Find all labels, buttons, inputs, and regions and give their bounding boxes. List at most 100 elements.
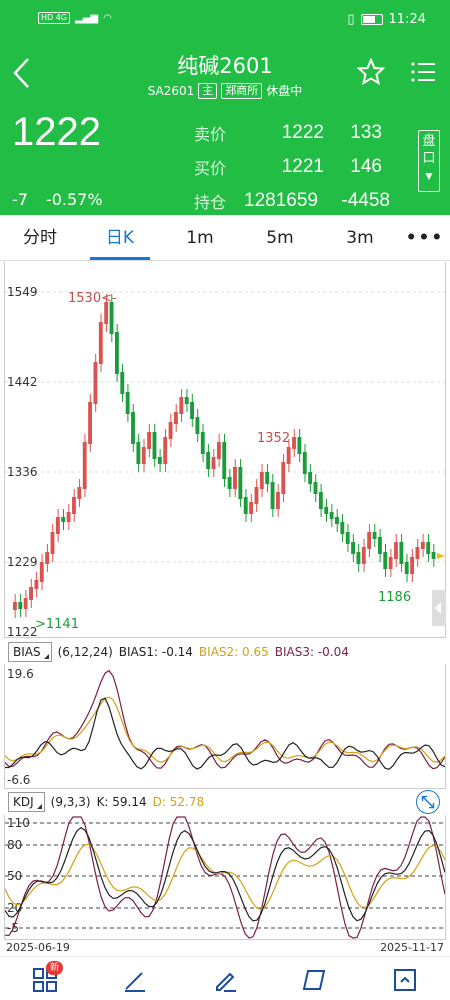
candle-body <box>109 302 114 334</box>
candle-body <box>98 322 103 364</box>
more-tabs-button[interactable]: ••• <box>405 228 445 248</box>
chevron-down-icon: ▼ <box>425 172 433 182</box>
candle-body <box>265 472 270 484</box>
open-interest-value: 1281659 <box>244 190 318 211</box>
status-left: HD 4G ▂▄▆ ◠ <box>38 12 112 24</box>
candle-body <box>431 552 436 559</box>
kline-y-label-5: 1122 <box>7 625 38 638</box>
quote-table: 卖价 1222 133 买价 1221 146 持仓 1281659 -4458 <box>194 116 390 218</box>
expand-icon[interactable] <box>416 790 440 814</box>
candle-body <box>377 537 382 554</box>
candle-body <box>168 422 173 439</box>
candle-body <box>77 487 82 499</box>
candle-body <box>340 522 345 534</box>
candle-body <box>72 497 76 514</box>
side-drawer-handle[interactable] <box>432 590 446 626</box>
tab-3m[interactable]: 3m <box>346 228 374 248</box>
tab-timeshare[interactable]: 分时 <box>23 228 57 248</box>
trade-icon[interactable] <box>302 967 328 993</box>
candle-body <box>157 457 162 464</box>
bias-selector[interactable]: BIAS <box>8 642 52 662</box>
candle-body <box>275 492 280 509</box>
status-right: ▯ 11:24 <box>347 12 426 27</box>
signal-icon: ▂▄▆ <box>75 12 99 24</box>
kline-y-label-4: 1229 <box>7 555 38 569</box>
candle-body <box>174 412 178 424</box>
sell-row: 卖价 1222 133 <box>194 116 390 150</box>
buy-label: 买价 <box>194 159 227 178</box>
buy-row: 买价 1221 146 <box>194 150 390 184</box>
order-book-button[interactable]: 盘口 ▼ <box>418 130 440 192</box>
candle-body <box>190 402 194 419</box>
k-value: K: 59.14 <box>96 795 147 809</box>
kdj-selector[interactable]: KDJ <box>8 792 45 812</box>
date-axis: 2025-06-19 2025-11-17 <box>6 941 444 954</box>
bottom-toolbar: 新 <box>0 956 450 1000</box>
sell-volume: 133 <box>350 122 382 143</box>
share-icon[interactable] <box>392 967 418 993</box>
star-icon[interactable] <box>357 58 385 86</box>
candle-body <box>313 482 318 494</box>
candle-body <box>184 397 189 404</box>
bias3-line <box>5 669 445 770</box>
candle-body <box>238 467 243 499</box>
back-icon[interactable] <box>10 56 36 90</box>
candle-body <box>88 402 93 444</box>
order-book-label: 盘口 <box>422 134 436 166</box>
candle-body <box>45 552 50 564</box>
candle-body <box>361 547 366 564</box>
tab-daily-k[interactable]: 日K <box>80 215 160 260</box>
candle-body <box>55 517 60 534</box>
candle-body <box>243 497 248 514</box>
kdj-y-label-3: 50 <box>7 869 22 883</box>
tab-1m[interactable]: 1m <box>186 228 214 248</box>
bias2-line <box>5 696 445 763</box>
apps-icon[interactable]: 新 <box>32 961 64 993</box>
status-time: 11:24 <box>388 12 426 27</box>
candle-body <box>114 332 119 374</box>
candle-body <box>141 447 146 464</box>
candle-body <box>270 482 275 509</box>
bias-y-top: 19.6 <box>7 667 34 681</box>
sell-label: 卖价 <box>194 125 227 144</box>
candle-body <box>318 492 323 509</box>
new-badge: 新 <box>46 961 64 975</box>
candle-body <box>93 362 98 404</box>
kline-chart[interactable]: 1549 1442 1336 1229 1122 1530<- >1141 13… <box>4 262 446 638</box>
candle-body <box>259 472 264 489</box>
price-change: -7 -0.57% <box>12 190 103 209</box>
bias-chart[interactable]: 19.6 -6.6 <box>4 664 446 789</box>
candle-body <box>420 542 425 549</box>
kdj-header: KDJ (9,3,3) K: 59.14 D: 52.78 <box>4 790 446 814</box>
candle-body <box>249 502 254 514</box>
candle-body <box>254 487 259 504</box>
candle-body <box>18 602 23 609</box>
candle-body <box>329 512 334 519</box>
menu-icon[interactable] <box>410 60 436 84</box>
candle-body <box>383 552 388 569</box>
candle-body <box>200 432 205 454</box>
bias-header: BIAS (6,12,24) BIAS1: -0.14 BIAS2: 0.65 … <box>4 641 446 663</box>
high-annotation: 1530<- <box>68 291 117 306</box>
exchange-tag: 郑商所 <box>221 82 263 99</box>
candle-body <box>104 302 109 324</box>
contract-code: SA2601 <box>147 83 195 98</box>
draw-icon[interactable] <box>122 967 148 993</box>
open-interest-row: 持仓 1281659 -4458 <box>194 184 390 218</box>
candle-body <box>120 372 125 394</box>
kdj-chart[interactable]: 110 80 50 20 -5 <box>4 815 446 940</box>
tab-5m[interactable]: 5m <box>266 228 294 248</box>
d-value: D: 52.78 <box>152 795 205 809</box>
kline-y-label-2: 1442 <box>7 375 38 389</box>
network-indicator: HD 4G <box>38 12 71 24</box>
battery-icon <box>360 14 383 25</box>
candle-body <box>426 542 431 554</box>
candle-body <box>227 477 232 489</box>
open-interest-change: -4458 <box>341 190 390 211</box>
edit-icon[interactable] <box>212 967 238 993</box>
period-tabs: 分时 日K 1m 5m 3m ••• <box>0 215 450 261</box>
candle-body <box>61 517 66 522</box>
candle-body <box>23 598 28 609</box>
kdj-params: (9,3,3) <box>50 795 91 809</box>
last-price: 1222 <box>12 110 101 154</box>
